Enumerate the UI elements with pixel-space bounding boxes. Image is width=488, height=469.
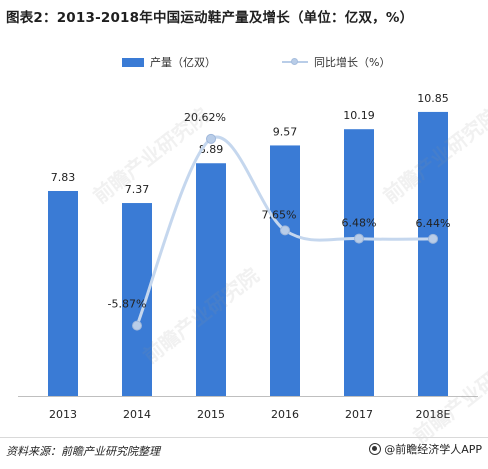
growth-point-2018E xyxy=(428,233,438,244)
x-tick-label: 2015 xyxy=(197,408,225,421)
footer-divider xyxy=(0,437,488,438)
brand-logo-icon xyxy=(369,443,382,455)
growth-point-2014 xyxy=(132,320,142,331)
bar-value-label: 7.83 xyxy=(51,171,76,184)
chart-title: 图表2：2013-2018年中国运动鞋产量及增长（单位：亿双，%） xyxy=(6,10,414,26)
legend: 产量（亿双） 同比增长（%） xyxy=(0,52,488,72)
bar-value-label: 7.37 xyxy=(125,183,150,196)
x-tick-label: 2014 xyxy=(123,408,151,421)
x-tick-label: 2018E xyxy=(416,408,451,421)
bar-value-label: 10.19 xyxy=(343,109,375,122)
legend-bar-swatch xyxy=(122,57,144,67)
legend-label-growth: 同比增长（%） xyxy=(314,56,391,69)
growth-value-label: 6.48% xyxy=(342,217,377,230)
growth-point-2017 xyxy=(354,233,364,244)
bar-2015 xyxy=(196,163,226,396)
bar-2016 xyxy=(270,145,300,396)
bar-2013 xyxy=(48,190,78,396)
growth-point-2015 xyxy=(206,133,216,144)
growth-line xyxy=(135,135,434,327)
x-tick-label: 2013 xyxy=(49,408,77,421)
bar-value-label: 9.57 xyxy=(273,125,298,138)
x-tick-label: 2017 xyxy=(345,408,373,421)
legend-label-production: 产量（亿双） xyxy=(150,56,216,69)
brand-credit: @前瞻经济学人APP xyxy=(369,441,482,457)
growth-value-label: 20.62% xyxy=(184,111,226,124)
bar-2018E xyxy=(418,111,448,396)
legend-item-production: 产量（亿双） xyxy=(122,52,216,72)
bar-2017 xyxy=(344,129,374,396)
growth-point-2016 xyxy=(280,225,290,236)
legend-line-swatch xyxy=(282,57,308,67)
x-tick-label: 2016 xyxy=(271,408,299,421)
legend-item-growth: 同比增长（%） xyxy=(282,52,390,72)
brand-label: @前瞻经济学人APP xyxy=(384,443,482,456)
growth-value-label: -5.87% xyxy=(108,298,147,311)
growth-value-label: 7.65% xyxy=(262,208,297,221)
bar-value-label: 10.85 xyxy=(417,92,449,105)
source-note: 资料来源：前瞻产业研究院整理 xyxy=(6,445,160,458)
growth-value-label: 6.44% xyxy=(416,217,451,230)
